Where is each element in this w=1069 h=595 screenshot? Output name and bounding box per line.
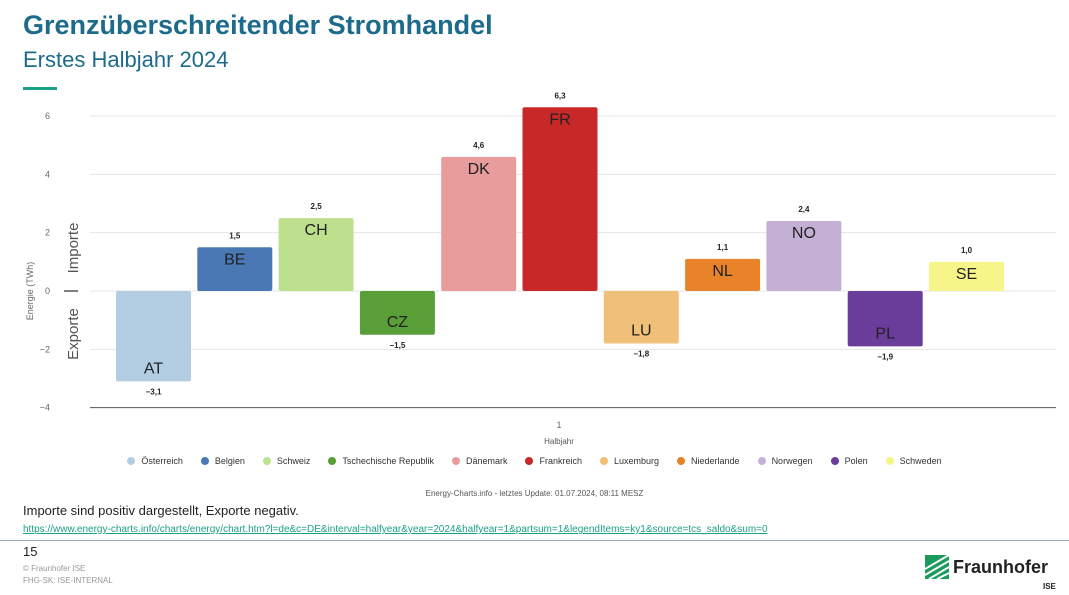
bar-be xyxy=(197,247,273,291)
y-tick-label: 4 xyxy=(45,169,50,179)
y-tick-label: −2 xyxy=(40,344,50,354)
bar-country-code: AT xyxy=(144,360,163,377)
bar-pl xyxy=(847,291,923,347)
legend-label: Österreich xyxy=(141,456,183,466)
data-label: 2,4 xyxy=(798,205,810,214)
bar-nl xyxy=(685,258,761,291)
legend-dot-icon xyxy=(885,457,894,465)
legend-item[interactable]: Dänemark xyxy=(451,456,508,466)
logo-subtext: ISE xyxy=(1043,582,1056,591)
legend-dot-icon xyxy=(262,457,271,465)
y-tick-label: 2 xyxy=(45,228,50,238)
y-tick-label: −4 xyxy=(40,403,50,413)
bar-dk xyxy=(441,156,517,291)
bar-country-code: NO xyxy=(792,225,816,242)
logo-text: Fraunhofer xyxy=(953,556,1049,577)
fraunhofer-logo: Fraunhofer xyxy=(925,555,1048,579)
legend-item[interactable]: Polen xyxy=(830,456,868,466)
legend-dot-icon xyxy=(830,457,839,465)
accent-bar xyxy=(23,87,57,90)
data-label: −1,8 xyxy=(633,350,649,359)
legend: Österreich Belgien Schweiz Tschechische Rep… xyxy=(0,456,1069,466)
data-label: 6,3 xyxy=(554,91,566,100)
y-axis-label: Energie (TWh) xyxy=(25,262,35,321)
legend-item[interactable]: Belgien xyxy=(200,456,245,466)
bar-country-code: DK xyxy=(468,161,491,178)
bar-at xyxy=(116,291,191,382)
legend-item[interactable]: Schweden xyxy=(885,456,942,466)
legend-item[interactable]: Schweiz xyxy=(262,456,311,466)
page-title: Grenzüberschreitender Stromhandel xyxy=(23,10,493,40)
bar-country-code: FR xyxy=(549,111,570,128)
bar-se xyxy=(929,261,1004,291)
legend-item[interactable]: Österreich xyxy=(127,456,183,466)
data-label: 4,6 xyxy=(473,141,485,150)
legend-label: Niederlande xyxy=(691,456,740,466)
bar-chart: Energie (TWh) Importe Exporte 6 4 2 0 −2 −4 −… xyxy=(25,91,1056,446)
legend-dot-icon xyxy=(328,457,337,465)
legend-item[interactable]: Tschechische Republik xyxy=(328,456,434,466)
footer-divider xyxy=(0,540,1069,541)
data-label: 1,1 xyxy=(717,243,729,252)
legend-label: Polen xyxy=(844,456,868,466)
fraunhofer-logo-icon xyxy=(925,555,949,579)
note-text: Importe sind positiv dargestellt, Export… xyxy=(23,503,299,518)
legend-dot-icon xyxy=(200,457,209,465)
legend-label: Tschechische Republik xyxy=(342,456,434,466)
bar-country-code: NL xyxy=(712,263,733,280)
legend-item[interactable]: Niederlande xyxy=(677,456,740,466)
source-link[interactable]: https://www.energy-charts.info/charts/en… xyxy=(23,524,768,535)
exports-side-label: Exporte xyxy=(65,308,82,360)
imports-side-label: Importe xyxy=(65,223,82,274)
data-label: −1,5 xyxy=(390,341,406,350)
data-label: −1,9 xyxy=(877,352,893,361)
data-label: 2,5 xyxy=(311,202,323,211)
y-tick-label: 0 xyxy=(45,286,50,296)
bar-country-code: BE xyxy=(224,251,245,268)
legend-dot-icon xyxy=(677,457,686,465)
legend-label: Norwegen xyxy=(771,456,813,466)
legend-item[interactable]: Norwegen xyxy=(757,456,813,466)
legend-item[interactable]: Frankreich xyxy=(525,456,582,466)
bar-country-code: CZ xyxy=(387,314,409,331)
copyright: © Fraunhofer ISE xyxy=(23,564,86,573)
x-axis-label: Halbjahr xyxy=(544,437,574,446)
data-label: 1,0 xyxy=(961,246,973,255)
legend-dot-icon xyxy=(451,457,460,465)
legend-label: Schweiz xyxy=(276,456,311,466)
legend-label: Schweden xyxy=(899,456,942,466)
bar-fr xyxy=(522,107,598,291)
classification: FHG-SK: ISE-INTERNAL xyxy=(23,576,113,585)
bar-cz xyxy=(359,291,435,335)
legend-label: Luxemburg xyxy=(613,456,660,466)
data-label: 1,5 xyxy=(229,231,241,240)
legend-dot-icon xyxy=(127,457,136,465)
bar-country-code: CH xyxy=(305,222,328,239)
source-credit: Energy-Charts.info - letztes Update: 01.… xyxy=(425,489,644,498)
legend-dot-icon xyxy=(757,457,766,465)
y-tick-label: 6 xyxy=(45,111,50,121)
page-subtitle: Erstes Halbjahr 2024 xyxy=(23,47,229,72)
data-label: −3,1 xyxy=(146,387,162,396)
legend-dot-icon xyxy=(525,457,534,465)
bar-ch xyxy=(278,218,354,291)
page-number: 15 xyxy=(23,544,38,559)
bar-country-code: PL xyxy=(875,325,895,342)
legend-label: Belgien xyxy=(214,456,245,466)
legend-item[interactable]: Luxemburg xyxy=(599,456,660,466)
legend-dot-icon xyxy=(599,457,608,465)
bar-lu xyxy=(603,291,679,344)
legend-label: Dänemark xyxy=(465,456,508,466)
footer-info: © Fraunhofer ISE FHG-SK: ISE-INTERNAL xyxy=(23,563,113,587)
bar-country-code: LU xyxy=(631,323,651,340)
bar-no xyxy=(766,221,842,291)
bar-country-code: SE xyxy=(956,266,977,283)
x-tick-label: 1 xyxy=(556,420,561,430)
legend-label: Frankreich xyxy=(539,456,582,466)
